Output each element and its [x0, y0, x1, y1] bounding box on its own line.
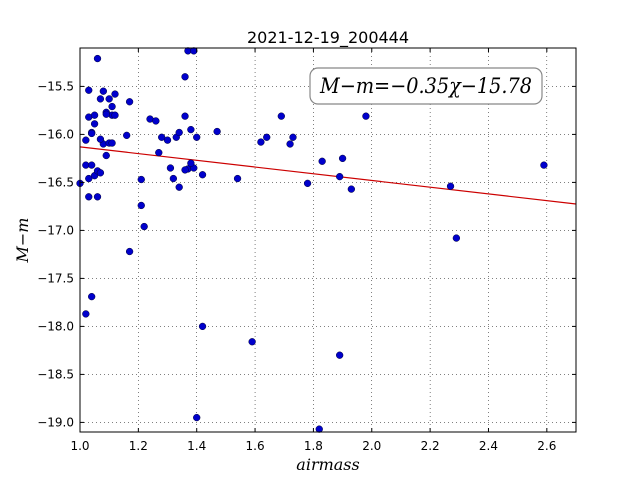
data-point	[158, 133, 166, 141]
data-point	[163, 136, 172, 144]
data-point	[336, 351, 344, 359]
data-point	[257, 138, 265, 146]
x-axis-label: airmass	[296, 455, 359, 474]
data-point	[213, 127, 221, 136]
data-point	[82, 310, 90, 318]
data-point	[105, 95, 113, 103]
data-point	[169, 174, 178, 183]
data-point	[315, 425, 323, 433]
data-point	[181, 73, 189, 81]
data-point	[452, 234, 461, 242]
x-tick-label: 2.2	[421, 439, 440, 453]
data-point	[187, 125, 195, 134]
data-point	[175, 183, 183, 191]
data-point	[88, 292, 96, 301]
data-point	[166, 164, 175, 172]
data-point	[137, 175, 145, 184]
x-tick-labels: 1.0 1.2 1.4 1.6 1.8 2.0 2.2 2.4 2.6	[70, 439, 556, 453]
data-point	[152, 117, 160, 125]
data-point	[263, 133, 271, 141]
data-points	[76, 47, 548, 433]
data-point	[111, 111, 119, 119]
y-tick-label: −19.0	[37, 415, 74, 429]
data-point	[96, 95, 105, 103]
x-tick-label: 1.2	[129, 439, 148, 453]
data-point	[233, 174, 242, 183]
data-point	[82, 136, 90, 144]
x-tick-label: 1.6	[246, 439, 265, 453]
y-tick-label: −15.5	[37, 79, 74, 93]
y-tick-label: −18.5	[37, 367, 74, 381]
x-tick-label: 2.0	[362, 439, 381, 453]
data-point	[198, 171, 207, 179]
data-point	[187, 159, 195, 167]
y-tick-label: −17.0	[37, 223, 74, 237]
data-point	[123, 131, 131, 140]
data-point	[540, 161, 548, 169]
annotation-box	[309, 67, 543, 105]
data-point	[90, 120, 99, 128]
data-point	[93, 54, 102, 63]
annotation-text: M−m=−0.35χ−15.78	[319, 74, 532, 98]
data-point	[125, 247, 134, 256]
fit-line	[79, 146, 577, 205]
axis-ticks	[79, 48, 576, 432]
data-point	[85, 86, 93, 94]
plot-background	[80, 48, 576, 432]
data-point	[338, 154, 347, 163]
data-point	[193, 133, 201, 141]
data-point	[88, 129, 96, 138]
data-point	[102, 110, 110, 118]
data-point	[85, 174, 93, 183]
data-point	[336, 172, 344, 181]
data-point	[318, 157, 326, 165]
y-tick-label: −16.5	[37, 175, 74, 189]
data-point	[96, 135, 105, 143]
grid	[79, 48, 576, 432]
data-point	[111, 90, 119, 98]
data-point	[175, 128, 183, 137]
data-point	[446, 182, 455, 190]
x-tick-label: 2.4	[479, 439, 498, 453]
data-point	[96, 169, 105, 177]
x-tick-label: 2.6	[537, 439, 556, 453]
data-point	[193, 413, 201, 422]
data-point	[198, 322, 207, 331]
data-point	[289, 133, 297, 141]
x-tick-label: 1.0	[70, 439, 89, 453]
data-point	[93, 193, 102, 201]
y-tick-label: −18.0	[37, 319, 74, 333]
data-point	[362, 112, 370, 120]
data-point	[99, 87, 107, 95]
y-tick-labels: −15.5 −16.0 −16.5 −17.0 −17.5 −18.0 −18.5 −19.0	[37, 79, 74, 429]
plot-frame	[79, 47, 577, 433]
y-tick-label: −16.0	[37, 127, 74, 141]
data-point	[125, 98, 134, 106]
data-point	[181, 112, 189, 120]
data-point	[248, 338, 256, 346]
x-tick-label: 1.8	[304, 439, 323, 453]
data-point	[88, 161, 96, 169]
data-point	[85, 193, 93, 201]
data-point	[286, 140, 294, 148]
data-point	[140, 222, 148, 231]
chart-title: 2021-12-19_200444	[247, 28, 409, 48]
data-point	[108, 139, 116, 147]
plot-area	[76, 47, 577, 433]
data-point	[137, 201, 145, 210]
y-axis-label: M−m	[13, 218, 32, 264]
data-point	[108, 102, 116, 111]
x-tick-label: 1.4	[187, 439, 206, 453]
equation-annotation: M−m=−0.35χ−15.78	[309, 67, 543, 105]
data-point	[155, 148, 163, 157]
data-point	[181, 166, 189, 174]
data-point	[303, 179, 312, 188]
data-point	[102, 151, 110, 160]
data-point	[90, 111, 99, 119]
y-tick-label: −17.5	[37, 271, 74, 285]
data-point	[277, 112, 285, 120]
fit-line-group	[79, 146, 577, 205]
data-point	[347, 185, 355, 193]
